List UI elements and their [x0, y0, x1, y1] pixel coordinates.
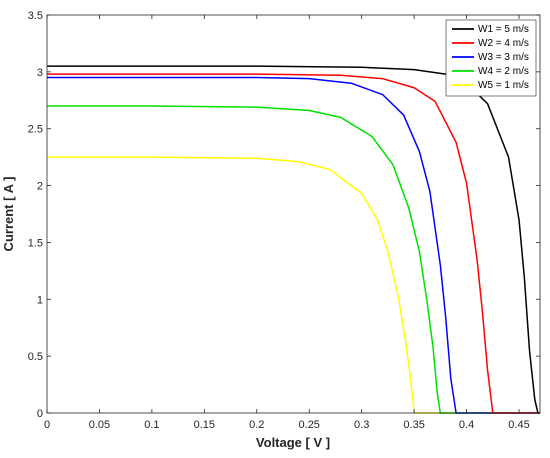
x-tick-label: 0.05 [89, 419, 110, 431]
series-layer [47, 65, 540, 414]
x-tick-label: 0.15 [194, 419, 215, 431]
x-tick-label: 0.4 [459, 419, 474, 431]
plot-frame [46, 14, 541, 414]
series-line-w3 [47, 76, 540, 414]
series-line-w2 [47, 73, 540, 414]
x-tick-label: 0.2 [249, 419, 264, 431]
x-axis-label: Voltage [ V ] [256, 435, 330, 450]
x-tick-label: 0.25 [299, 419, 320, 431]
legend-entry: W5 = 1 m/s [478, 80, 529, 91]
legend-entry: W2 = 4 m/s [478, 38, 529, 49]
y-tick-label: 0 [37, 408, 43, 420]
y-tick-label: 2.5 [28, 124, 43, 136]
y-tick-label: 3 [37, 67, 43, 79]
series-line-w5 [47, 156, 540, 414]
x-tick-label: 0.45 [508, 419, 529, 431]
y-axis-ticks: 0 0.5 1 1.5 2 2.5 3 3.5 [28, 10, 540, 420]
y-tick-label: 1.5 [28, 237, 43, 249]
legend-entry: W3 = 3 m/s [478, 52, 529, 63]
y-axis-label: Current [ A ] [1, 177, 16, 252]
x-axis-ticks: 0 0.05 0.1 0.15 0.2 0.25 0.3 0.35 0.4 0.45 [44, 15, 530, 431]
series-line-w1 [47, 65, 540, 414]
y-tick-label: 0.5 [28, 351, 43, 363]
y-tick-label: 2 [37, 181, 43, 193]
y-tick-label: 1 [37, 294, 43, 306]
x-tick-label: 0.3 [354, 419, 369, 431]
legend: W1 = 5 m/s W2 = 4 m/s W3 = 3 m/s W4 = 2 m/s… [445, 19, 537, 97]
y-tick-label: 3.5 [28, 10, 43, 22]
legend-entry: W1 = 5 m/s [478, 24, 529, 35]
x-tick-label: 0 [44, 419, 50, 431]
legend-entry: W4 = 2 m/s [478, 66, 529, 77]
legend-box [445, 19, 537, 97]
x-tick-label: 0.1 [144, 419, 159, 431]
series-line-w4 [47, 105, 540, 414]
x-tick-label: 0.35 [403, 419, 424, 431]
